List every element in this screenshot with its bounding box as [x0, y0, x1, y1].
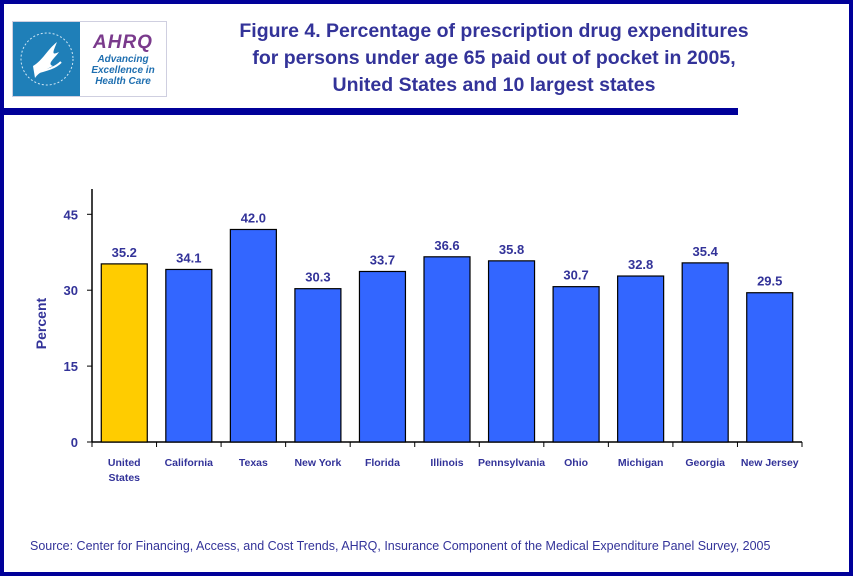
- data-label: 33.7: [370, 252, 395, 267]
- category-label: New York: [294, 457, 341, 469]
- category-label: Pennsylvania: [478, 457, 545, 469]
- data-label: 42.0: [241, 210, 266, 225]
- ahrq-logo: AHRQ Advancing Excellence in Health Care: [12, 21, 167, 97]
- category-label: Georgia: [685, 457, 725, 469]
- tagline-line: Excellence in: [91, 64, 155, 76]
- bar: [487, 260, 536, 443]
- category-label: Illinois: [430, 457, 463, 469]
- data-label: 36.6: [434, 238, 459, 253]
- category-label: California: [165, 457, 214, 469]
- data-label: 34.1: [176, 250, 201, 265]
- bar: [617, 275, 665, 443]
- title-line: Figure 4. Percentage of prescription dru…: [239, 20, 749, 42]
- category-label: Texas: [239, 457, 268, 469]
- tagline-line: Health Care: [95, 75, 151, 87]
- hhs-eagle-icon: [13, 22, 80, 96]
- y-tick-label: 15: [64, 359, 78, 374]
- title-line: United States and 10 largest states: [332, 74, 656, 96]
- data-label: 29.5: [757, 274, 782, 289]
- bar: [746, 292, 794, 443]
- y-tick-label: 45: [64, 207, 78, 222]
- bar-chart: 0 15 30 45 Percent 35.2 United States 34.1 Califo…: [33, 189, 803, 484]
- bar: [681, 262, 729, 443]
- bar: [100, 263, 148, 443]
- category-label: United: [108, 457, 141, 469]
- category-label: States: [109, 472, 141, 484]
- y-tick-label: 30: [64, 283, 78, 298]
- data-label: 30.3: [305, 270, 330, 285]
- chart-title: Figure 4. Percentage of prescription dru…: [194, 18, 794, 99]
- bar: [552, 286, 600, 443]
- bar: [358, 270, 407, 443]
- bar: [294, 288, 342, 443]
- category-label: Florida: [365, 457, 400, 469]
- tagline-line: Advancing: [97, 53, 149, 65]
- data-label: 35.8: [499, 242, 524, 257]
- bar: [229, 228, 277, 443]
- category-label: New Jersey: [741, 457, 799, 469]
- data-label: 32.8: [628, 257, 653, 272]
- data-label: 30.7: [563, 268, 588, 283]
- y-axis-label: Percent: [33, 297, 49, 349]
- category-label: Ohio: [564, 457, 588, 469]
- bar: [423, 256, 471, 443]
- title-line: for persons under age 65 paid out of poc…: [252, 47, 736, 69]
- source-note: Source: Center for Financing, Access, an…: [30, 539, 771, 553]
- category-label: Michigan: [618, 457, 664, 469]
- data-label: 35.4: [693, 244, 719, 259]
- y-tick-label: 0: [71, 435, 78, 450]
- ahrq-wordmark: AHRQ: [93, 31, 153, 53]
- title-divider: [4, 108, 738, 115]
- data-label: 35.2: [112, 245, 137, 260]
- bar: [165, 268, 213, 443]
